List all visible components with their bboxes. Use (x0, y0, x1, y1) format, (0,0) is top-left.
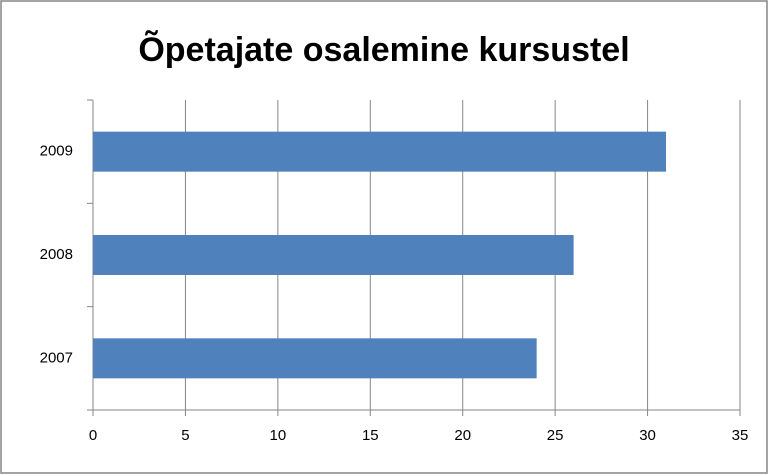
x-tick-label: 0 (89, 427, 97, 444)
bar (93, 131, 667, 172)
x-tick-label: 25 (547, 427, 564, 444)
x-tick-label: 30 (639, 427, 656, 444)
y-tick-label: 2009 (40, 143, 73, 160)
bar (93, 235, 574, 275)
x-tick-label: 20 (454, 427, 471, 444)
bar (93, 338, 537, 379)
y-tick-label: 2007 (40, 349, 73, 366)
x-tick-label: 35 (732, 427, 749, 444)
x-tick-label: 15 (362, 427, 379, 444)
x-tick-label: 5 (181, 427, 189, 444)
x-tick-label: 10 (270, 427, 287, 444)
chart-title: Õpetajate osalemine kursustel (138, 31, 629, 69)
y-tick-label: 2008 (40, 246, 73, 263)
